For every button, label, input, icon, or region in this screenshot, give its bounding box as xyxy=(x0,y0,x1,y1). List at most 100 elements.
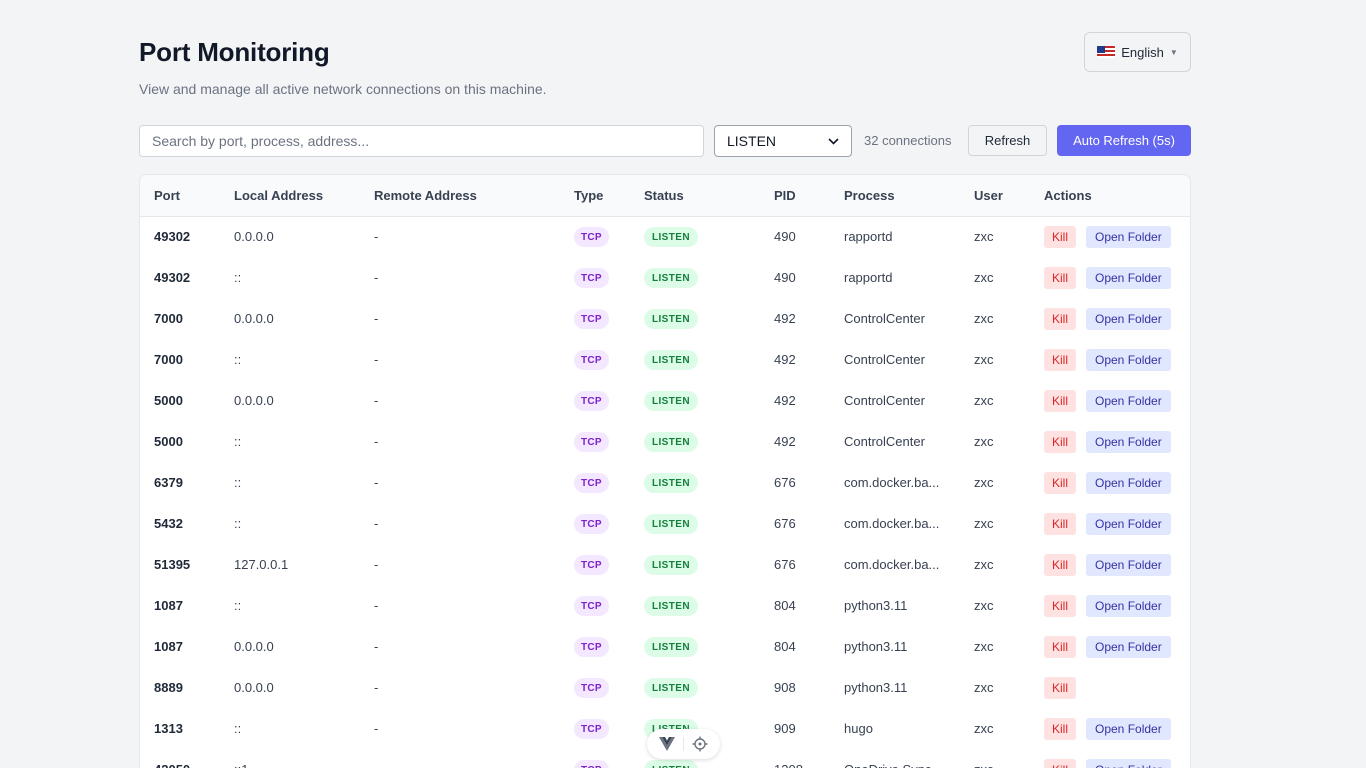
cell-pid: 908 xyxy=(774,680,796,695)
refresh-button[interactable]: Refresh xyxy=(968,125,1047,156)
toolbar: LISTEN 32 connections Refresh Auto Refre… xyxy=(139,125,1191,157)
type-badge: TCP xyxy=(574,473,609,493)
kill-button[interactable]: Kill xyxy=(1044,308,1077,330)
cell-user: zxc xyxy=(974,352,994,367)
kill-button[interactable]: Kill xyxy=(1044,226,1077,248)
type-badge: TCP xyxy=(574,678,609,698)
cell-pid: 676 xyxy=(774,516,796,531)
open-folder-button[interactable]: Open Folder xyxy=(1086,472,1171,494)
cell-local-address: ::1 xyxy=(234,762,248,768)
open-folder-button[interactable]: Open Folder xyxy=(1086,267,1171,289)
kill-button[interactable]: Kill xyxy=(1044,431,1077,453)
kill-button[interactable]: Kill xyxy=(1044,390,1077,412)
cell-pid: 804 xyxy=(774,639,796,654)
cell-remote-address: - xyxy=(374,721,379,736)
vue-logo-icon[interactable] xyxy=(659,737,675,751)
kill-button[interactable]: Kill xyxy=(1044,718,1077,740)
connection-count: 32 connections xyxy=(864,133,952,148)
column-header-pid[interactable]: PID xyxy=(774,188,796,203)
column-header-status[interactable]: Status xyxy=(644,188,684,203)
status-badge: LISTEN xyxy=(644,678,698,698)
cell-local-address: 127.0.0.1 xyxy=(234,557,289,572)
open-folder-button[interactable]: Open Folder xyxy=(1086,349,1171,371)
status-badge: LISTEN xyxy=(644,227,698,247)
open-folder-button[interactable]: Open Folder xyxy=(1086,390,1171,412)
cell-remote-address: - xyxy=(374,434,379,449)
cell-user: zxc xyxy=(974,434,994,449)
open-folder-button[interactable]: Open Folder xyxy=(1086,226,1171,248)
language-selector[interactable]: English ▼ xyxy=(1084,32,1191,72)
open-folder-button[interactable]: Open Folder xyxy=(1086,308,1171,330)
auto-refresh-button[interactable]: Auto Refresh (5s) xyxy=(1057,125,1191,156)
kill-button[interactable]: Kill xyxy=(1044,636,1077,658)
table-header: Port Local Address Remote Address Type S… xyxy=(140,175,1190,217)
kill-button[interactable]: Kill xyxy=(1044,267,1077,289)
kill-button[interactable]: Kill xyxy=(1044,595,1077,617)
us-flag-icon xyxy=(1097,46,1116,58)
cell-process: ControlCenter xyxy=(844,352,925,367)
type-badge: TCP xyxy=(574,391,609,411)
cell-user: zxc xyxy=(974,393,994,408)
cell-remote-address: - xyxy=(374,352,379,367)
table-row: 49302:: - TCP LISTEN 490 rapportd zxc Kill Open … xyxy=(140,258,1190,299)
open-folder-button[interactable]: Open Folder xyxy=(1086,554,1171,576)
status-badge: LISTEN xyxy=(644,555,698,575)
cell-pid: 1208 xyxy=(774,762,803,768)
type-badge: TCP xyxy=(574,596,609,616)
cell-port: 8889 xyxy=(154,680,183,695)
cell-local-address: 0.0.0.0 xyxy=(234,680,274,695)
cell-port: 49302 xyxy=(154,270,191,285)
column-header-local-address[interactable]: Local Address xyxy=(234,188,324,203)
column-header-remote-address[interactable]: Remote Address xyxy=(374,188,477,203)
status-badge: LISTEN xyxy=(644,391,698,411)
open-folder-button[interactable]: Open Folder xyxy=(1086,636,1171,658)
open-folder-button[interactable]: Open Folder xyxy=(1086,431,1171,453)
crosshair-icon[interactable] xyxy=(692,736,708,752)
cell-local-address: :: xyxy=(234,434,242,449)
table-body: 49302 0.0.0.0 - TCP LISTEN 490 rapportd zxc Kill… xyxy=(140,217,1190,768)
cell-user: zxc xyxy=(974,680,994,695)
search-input[interactable] xyxy=(139,125,704,157)
cell-process: python3.11 xyxy=(844,639,908,654)
column-header-process[interactable]: Process xyxy=(844,188,895,203)
cell-pid: 676 xyxy=(774,557,796,572)
cell-remote-address: - xyxy=(374,270,379,285)
cell-remote-address: - xyxy=(374,680,379,695)
status-badge: LISTEN xyxy=(644,637,698,657)
cell-process: com.docker.ba... xyxy=(844,475,940,490)
cell-port: 1087 xyxy=(154,598,183,613)
kill-button[interactable]: Kill xyxy=(1044,513,1077,535)
open-folder-button[interactable]: Open Folder xyxy=(1086,718,1171,740)
open-folder-button[interactable]: Open Folder xyxy=(1086,595,1171,617)
cell-local-address: :: xyxy=(234,352,242,367)
cell-pid: 492 xyxy=(774,393,796,408)
cell-pid: 490 xyxy=(774,270,796,285)
kill-button[interactable]: Kill xyxy=(1044,349,1077,371)
column-header-user[interactable]: User xyxy=(974,188,1003,203)
kill-button[interactable]: Kill xyxy=(1044,759,1077,768)
cell-local-address: :: xyxy=(234,475,242,490)
language-label: English xyxy=(1121,44,1164,60)
status-badge: LISTEN xyxy=(644,514,698,534)
type-badge: TCP xyxy=(574,432,609,452)
cell-process: rapportd xyxy=(844,229,893,244)
column-header-type[interactable]: Type xyxy=(574,188,604,203)
type-badge: TCP xyxy=(574,309,609,329)
chevron-down-icon xyxy=(828,137,839,145)
cell-local-address: 0.0.0.0 xyxy=(234,393,274,408)
cell-process: ControlCenter xyxy=(844,311,925,326)
kill-button[interactable]: Kill xyxy=(1044,472,1077,494)
kill-button[interactable]: Kill xyxy=(1044,677,1077,699)
open-folder-button[interactable]: Open Folder xyxy=(1086,759,1171,768)
status-filter-select[interactable]: LISTEN xyxy=(714,125,852,157)
cell-port: 51395 xyxy=(154,557,191,572)
kill-button[interactable]: Kill xyxy=(1044,554,1077,576)
cell-remote-address: - xyxy=(374,311,379,326)
column-header-port[interactable]: Port xyxy=(154,188,180,203)
open-folder-button[interactable]: Open Folder xyxy=(1086,513,1171,535)
type-badge: TCP xyxy=(574,760,609,768)
table-row: 1087:: - TCP LISTEN 804 python3.11 zxc Kill Open… xyxy=(140,586,1190,627)
cell-pid: 676 xyxy=(774,475,796,490)
status-badge: LISTEN xyxy=(644,268,698,288)
